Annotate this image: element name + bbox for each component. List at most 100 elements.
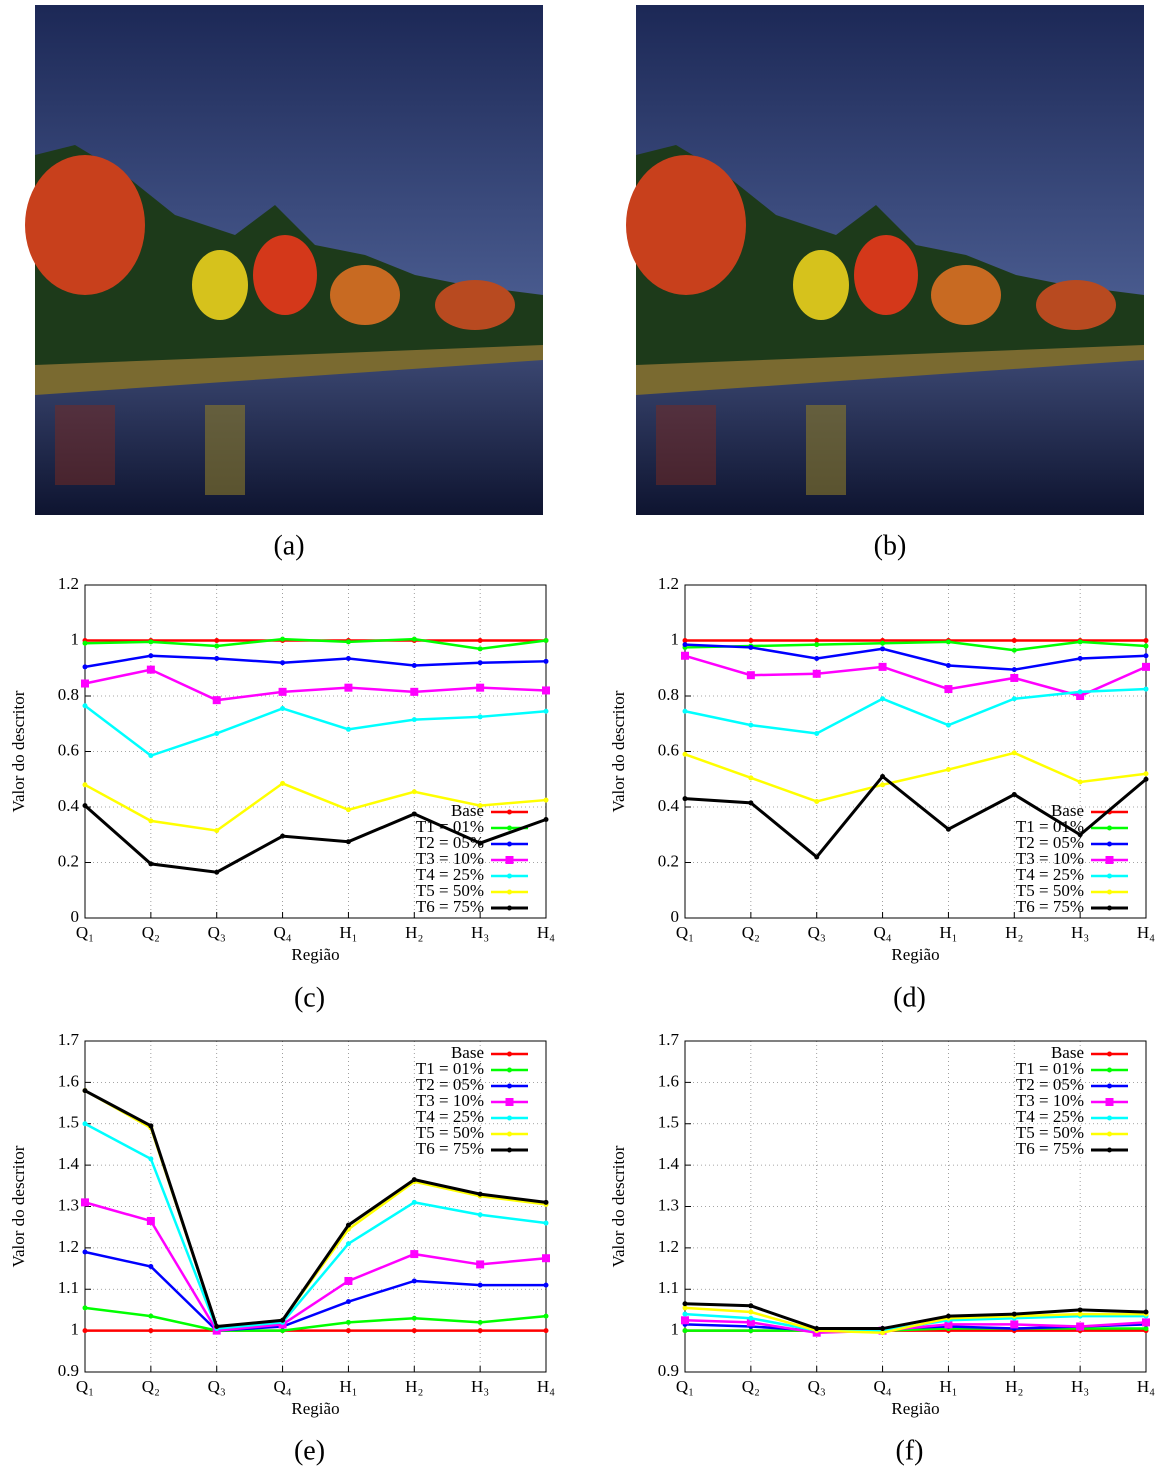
- legend-marker: [507, 1115, 512, 1121]
- y-tick-label: 1: [71, 1320, 80, 1339]
- y-tick-label: 1.6: [58, 1071, 79, 1090]
- legend-label: T2 = 05%: [1016, 1075, 1084, 1094]
- legend-label: T6 = 75%: [1016, 897, 1084, 916]
- x-axis-label: Região: [291, 945, 339, 964]
- marker: [814, 730, 820, 736]
- x-tick-label: Q₃: [808, 1377, 826, 1396]
- legend-marker: [505, 1098, 514, 1106]
- marker: [148, 639, 154, 645]
- legend-label: T4 = 25%: [416, 865, 484, 884]
- legend-label: T5 = 50%: [1016, 881, 1084, 900]
- series-line: [684, 640, 1147, 652]
- marker: [1010, 673, 1019, 682]
- marker: [410, 687, 419, 696]
- caption: (d): [893, 982, 926, 1013]
- marker: [345, 1241, 351, 1247]
- legend-marker: [1107, 841, 1112, 847]
- marker: [542, 686, 550, 695]
- legend-label: T1 = 01%: [1016, 1059, 1084, 1078]
- marker: [543, 638, 549, 643]
- marker: [748, 800, 754, 806]
- legend-label: T3 = 10%: [416, 1091, 484, 1110]
- marker: [148, 1156, 154, 1162]
- y-tick-label: 1.7: [58, 1030, 80, 1049]
- y-tick-label: 1.5: [58, 1113, 79, 1132]
- y-tick-label: 1.3: [58, 1195, 79, 1214]
- marker: [411, 1278, 417, 1284]
- y-axis-label: Valor do descritor: [609, 1145, 628, 1267]
- y-tick-label: 0.2: [58, 851, 79, 870]
- legend-marker: [1105, 1098, 1114, 1106]
- y-tick-label: 0.8: [58, 685, 79, 704]
- marker: [476, 683, 485, 692]
- marker: [146, 1216, 155, 1225]
- marker: [1077, 689, 1083, 695]
- y-tick-label: 1: [671, 1320, 680, 1339]
- y-tick-label: 1.5: [658, 1113, 679, 1132]
- marker: [345, 1319, 351, 1325]
- marker: [945, 639, 951, 645]
- marker: [1076, 1322, 1085, 1331]
- y-tick-label: 1.2: [658, 1237, 679, 1256]
- x-tick-label: Q₁: [76, 923, 94, 942]
- marker: [1143, 643, 1149, 649]
- marker: [682, 708, 688, 714]
- series-line: [684, 1306, 1146, 1334]
- marker: [82, 1121, 88, 1127]
- legend-marker: [507, 841, 512, 847]
- marker: [411, 1328, 417, 1334]
- x-tick-label: Q₁: [676, 1377, 694, 1396]
- marker: [814, 1326, 820, 1332]
- marker: [812, 669, 821, 678]
- marker: [1143, 686, 1149, 692]
- marker: [681, 651, 689, 660]
- legend-label: T4 = 25%: [416, 1107, 484, 1126]
- series-line: [684, 687, 1147, 735]
- marker: [214, 869, 220, 875]
- marker: [945, 662, 951, 668]
- series-line: [84, 1122, 547, 1330]
- marker: [945, 722, 951, 728]
- marker: [748, 1328, 754, 1334]
- legend-marker: [507, 1131, 512, 1137]
- marker: [477, 646, 483, 652]
- x-tick-label: H₄: [1137, 923, 1155, 942]
- series-line: [84, 704, 547, 758]
- marker: [880, 640, 886, 646]
- legend-label: T3 = 10%: [416, 849, 484, 868]
- x-tick-label: H₂: [405, 1377, 423, 1396]
- marker: [682, 642, 688, 648]
- marker: [1077, 639, 1083, 645]
- marker: [411, 636, 417, 642]
- marker: [148, 1313, 154, 1319]
- legend-marker: [1107, 825, 1112, 831]
- chart: 0.9 1 1.1 1.2 1.3 1.4 1.5 1.6 1.7 Q₁ Q₂ Q₃ Q₄ H₁ H₂ H₃ H…: [609, 1030, 1155, 1467]
- legend-label: T4 = 25%: [1016, 865, 1084, 884]
- marker: [477, 1282, 483, 1288]
- x-tick-label: Q₁: [676, 923, 694, 942]
- marker: [1011, 1311, 1017, 1317]
- y-tick-label: 1.2: [58, 574, 79, 593]
- marker: [214, 730, 220, 736]
- series-line: [84, 1089, 547, 1329]
- legend-marker: [507, 1067, 512, 1073]
- x-tick-label: Q₂: [142, 1377, 160, 1396]
- marker: [682, 1311, 688, 1317]
- series-line: [84, 1306, 547, 1332]
- marker: [1143, 1326, 1149, 1332]
- marker: [82, 1249, 88, 1255]
- y-tick-label: 0: [71, 907, 80, 926]
- plot-frame: [84, 584, 547, 919]
- marker: [82, 664, 88, 670]
- marker: [214, 638, 220, 643]
- series-line: [684, 1302, 1147, 1331]
- caption: (f): [896, 1435, 924, 1466]
- marker: [345, 656, 351, 662]
- legend-marker: [1107, 1147, 1112, 1153]
- legend-label: T6 = 75%: [1016, 1139, 1084, 1158]
- marker: [945, 1313, 951, 1319]
- y-axis-label: Valor do descritor: [9, 1145, 28, 1267]
- marker: [280, 1317, 286, 1323]
- x-tick-label: H₂: [405, 923, 423, 942]
- y-tick-label: 1.3: [658, 1195, 679, 1214]
